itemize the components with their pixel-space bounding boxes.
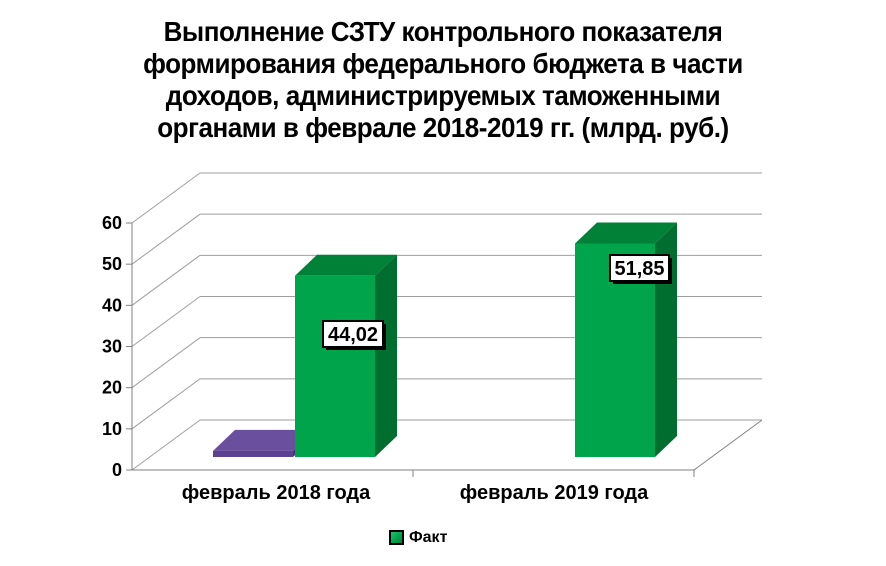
value-label-box [322,320,384,348]
floor-right-edge [693,419,763,471]
value-label-box [609,254,670,282]
y-tick-label-50: 50 [102,254,122,274]
gridline-side-40 [131,254,201,306]
legend-label-fact: Факт [409,529,448,546]
bar-top-1-1 [575,222,677,244]
y-tick-label-40: 40 [102,295,122,315]
legend-swatch-fact [389,530,404,545]
y-tick-label-60: 60 [102,213,122,233]
gridline-side-60 [131,172,201,224]
category-label-1: февраль 2019 года [460,482,649,504]
category-label-0: февраль 2018 года [182,482,371,504]
y-tick-label-20: 20 [102,378,122,398]
y-tick-label-0: 0 [112,460,122,480]
bar-front-1-1 [575,243,655,457]
chart-title-line: Выполнение СЗТУ контрольного показателя [163,16,723,47]
gridline-side-20 [131,337,201,389]
gridline-side-50 [131,213,201,265]
gridline-side-10 [131,378,201,430]
value-label-1-1: 51,85 [614,258,664,280]
y-tick-label-30: 30 [102,337,122,357]
bar-front-0-0 [213,450,293,457]
chart-title-line: органами в феврале 2018-2019 гг. (млрд. … [157,112,729,143]
gridline-side-30 [131,296,201,347]
chart-title-line: доходов, администрируемых таможенными [165,80,721,111]
gridline-side-0 [131,419,201,471]
legend: Факт [389,529,448,546]
bar-top-1-0 [295,254,397,276]
bar-front-1-0 [295,275,375,457]
bar-top-0-0 [213,429,315,451]
chart-title-line: формирования федерального бюджета в част… [143,48,743,79]
y-tick-label-10: 10 [102,419,122,439]
chart-title: Выполнение СЗТУ контрольного показателя … [31,16,855,144]
bar-side-1-0 [375,254,397,457]
value-label-1-0: 44,02 [328,324,378,346]
